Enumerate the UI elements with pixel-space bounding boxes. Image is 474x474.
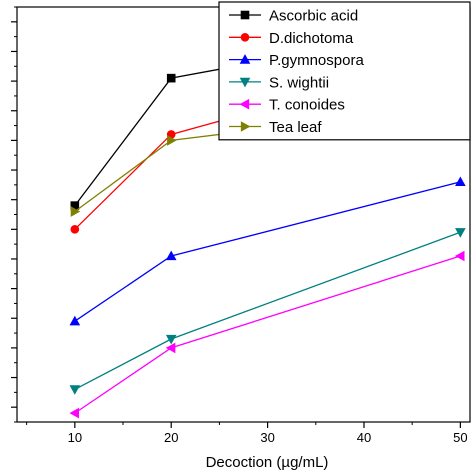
series-layer — [69, 20, 466, 419]
data-point-marker — [69, 315, 81, 326]
x-tick-label: 30 — [260, 430, 274, 445]
legend-label: T. conoides — [269, 97, 345, 114]
legend-item: P.gymnospora — [229, 52, 364, 69]
legend-label: Ascorbic acid — [269, 8, 358, 25]
legend-label: Tea leaf — [269, 119, 322, 136]
data-point-marker — [69, 407, 79, 419]
legend-item: Tea leaf — [229, 119, 322, 136]
data-point-marker — [165, 334, 177, 345]
legend-marker — [239, 77, 251, 88]
legend-label: S. wightii — [269, 74, 329, 91]
series-s-wightii — [69, 228, 466, 395]
legend: Ascorbic acid D.dichotoma P.gymnospora S. w… — [218, 1, 471, 141]
legend-item: S. wightii — [229, 74, 329, 91]
legend-item: Ascorbic acid — [229, 8, 358, 25]
legend-label: P.gymnospora — [269, 52, 364, 69]
legend-item: T. conoides — [229, 97, 345, 114]
data-point-marker — [69, 385, 81, 395]
data-point-marker — [167, 135, 177, 146]
data-point-marker — [70, 206, 81, 217]
series-p-gymnospora — [69, 176, 466, 326]
x-tick-label: 20 — [164, 430, 178, 445]
legend-marker — [240, 121, 251, 132]
legend-marker — [240, 10, 250, 20]
legend-item: D.dichotoma — [229, 30, 354, 47]
x-tick-label: 50 — [453, 430, 467, 445]
data-point-marker — [165, 342, 176, 354]
series-t-conoides — [69, 250, 465, 419]
data-point-marker — [70, 225, 80, 234]
legend-label: D.dichotoma — [269, 30, 354, 47]
x-tick-label: 10 — [68, 430, 82, 445]
x-axis-label: Decoction (µg/mL) — [206, 454, 329, 471]
legend-marker — [239, 54, 251, 64]
x-tick-label: 40 — [357, 430, 371, 445]
data-point-marker — [165, 250, 177, 261]
data-point-marker — [455, 176, 466, 187]
data-point-marker — [166, 73, 176, 83]
legend-marker — [239, 98, 250, 110]
data-point-marker — [454, 250, 465, 262]
legend-box — [218, 1, 471, 141]
y-axis-ticks — [11, 6, 17, 423]
x-axis-ticks: 10 20 30 40 50 — [26, 422, 468, 445]
data-point-marker — [455, 228, 466, 238]
legend-marker — [240, 32, 250, 42]
